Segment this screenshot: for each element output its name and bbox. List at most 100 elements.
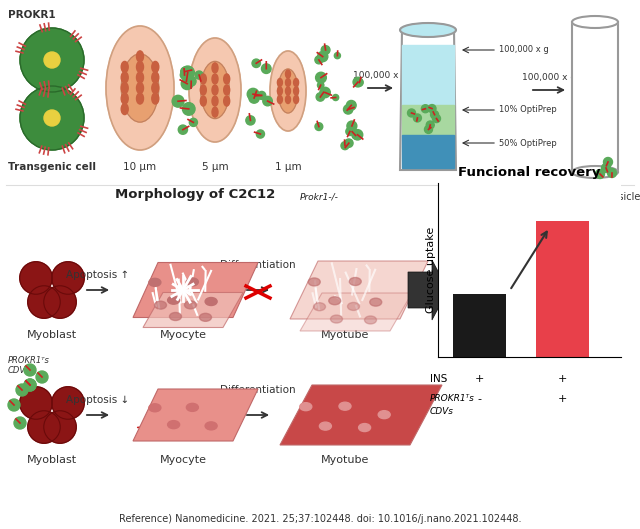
Circle shape: [52, 387, 84, 419]
Circle shape: [24, 379, 36, 391]
Text: 10 μm: 10 μm: [124, 162, 157, 172]
Circle shape: [182, 103, 195, 115]
Ellipse shape: [370, 298, 381, 306]
Circle shape: [433, 115, 440, 123]
Ellipse shape: [184, 301, 196, 309]
Polygon shape: [143, 293, 243, 327]
Polygon shape: [400, 30, 456, 170]
Ellipse shape: [189, 38, 241, 142]
Text: INS: INS: [430, 373, 447, 384]
Circle shape: [421, 105, 429, 113]
Text: PROKR1ᵀs: PROKR1ᵀs: [430, 394, 475, 403]
Circle shape: [44, 286, 76, 318]
Circle shape: [604, 158, 612, 167]
Ellipse shape: [121, 83, 128, 94]
Circle shape: [428, 105, 436, 113]
Ellipse shape: [285, 96, 291, 104]
Circle shape: [14, 417, 26, 429]
Ellipse shape: [329, 297, 340, 305]
Ellipse shape: [212, 85, 218, 95]
Circle shape: [344, 105, 353, 114]
Circle shape: [181, 78, 193, 89]
Circle shape: [189, 118, 198, 126]
Ellipse shape: [294, 87, 299, 95]
Ellipse shape: [212, 74, 218, 84]
Circle shape: [20, 28, 84, 92]
Circle shape: [52, 262, 84, 294]
Text: Myoblast: Myoblast: [27, 330, 77, 340]
Circle shape: [44, 52, 60, 68]
Polygon shape: [572, 22, 618, 172]
Bar: [536, 221, 589, 357]
Circle shape: [36, 371, 48, 383]
Circle shape: [263, 96, 273, 106]
Circle shape: [181, 66, 195, 79]
Text: 50% OptiPrep: 50% OptiPrep: [499, 139, 557, 148]
Polygon shape: [133, 262, 258, 317]
Text: -: -: [478, 394, 482, 404]
Circle shape: [28, 411, 60, 443]
Circle shape: [44, 411, 76, 443]
Ellipse shape: [121, 93, 128, 104]
Ellipse shape: [154, 301, 166, 309]
Ellipse shape: [572, 166, 618, 178]
Circle shape: [247, 88, 259, 100]
Ellipse shape: [224, 85, 230, 95]
Text: Myoblast: Myoblast: [27, 455, 77, 465]
Circle shape: [347, 121, 357, 131]
Ellipse shape: [205, 297, 217, 306]
Polygon shape: [402, 45, 454, 105]
Ellipse shape: [348, 303, 360, 311]
Ellipse shape: [330, 315, 342, 323]
Ellipse shape: [277, 87, 282, 95]
Ellipse shape: [314, 303, 326, 311]
Circle shape: [195, 71, 203, 79]
Ellipse shape: [308, 278, 320, 286]
Circle shape: [44, 110, 60, 126]
Circle shape: [179, 125, 188, 134]
Ellipse shape: [136, 83, 143, 94]
Ellipse shape: [186, 278, 198, 286]
Ellipse shape: [358, 424, 371, 432]
Polygon shape: [133, 389, 258, 441]
Ellipse shape: [339, 402, 351, 410]
Ellipse shape: [201, 61, 229, 118]
Polygon shape: [280, 385, 442, 445]
Ellipse shape: [224, 96, 230, 106]
Text: Prokr1-/-: Prokr1-/-: [300, 192, 339, 201]
Ellipse shape: [170, 313, 182, 321]
Ellipse shape: [294, 78, 299, 87]
Circle shape: [353, 77, 363, 87]
Text: Myocyte: Myocyte: [159, 330, 207, 340]
Ellipse shape: [224, 74, 230, 84]
Circle shape: [317, 51, 328, 62]
Ellipse shape: [365, 316, 376, 324]
Ellipse shape: [378, 411, 390, 418]
Ellipse shape: [200, 85, 206, 95]
Circle shape: [356, 79, 363, 86]
Text: Morphology of C2C12: Morphology of C2C12: [115, 188, 275, 201]
Circle shape: [24, 364, 36, 376]
Ellipse shape: [136, 51, 143, 62]
Circle shape: [321, 45, 330, 54]
Polygon shape: [402, 135, 454, 168]
Circle shape: [180, 71, 189, 79]
Circle shape: [315, 56, 323, 64]
Ellipse shape: [152, 61, 159, 72]
Text: 1 μm: 1 μm: [275, 162, 301, 172]
Circle shape: [595, 169, 605, 178]
Ellipse shape: [121, 104, 128, 115]
Circle shape: [20, 86, 84, 150]
Ellipse shape: [121, 61, 128, 72]
Circle shape: [413, 114, 421, 122]
Text: +: +: [475, 373, 484, 384]
Bar: [453, 294, 506, 357]
Ellipse shape: [136, 61, 143, 72]
Circle shape: [346, 127, 354, 135]
Text: Transgenic cell: Transgenic cell: [8, 162, 96, 172]
Text: Myotube: Myotube: [321, 330, 369, 340]
Ellipse shape: [168, 296, 180, 304]
Circle shape: [20, 387, 52, 419]
Text: Reference) Nanomedicine. 2021. 25;37:102448. doi: 10.1016/j.nano.2021.102448.: Reference) Nanomedicine. 2021. 25;37:102…: [119, 514, 521, 524]
Ellipse shape: [152, 93, 159, 104]
